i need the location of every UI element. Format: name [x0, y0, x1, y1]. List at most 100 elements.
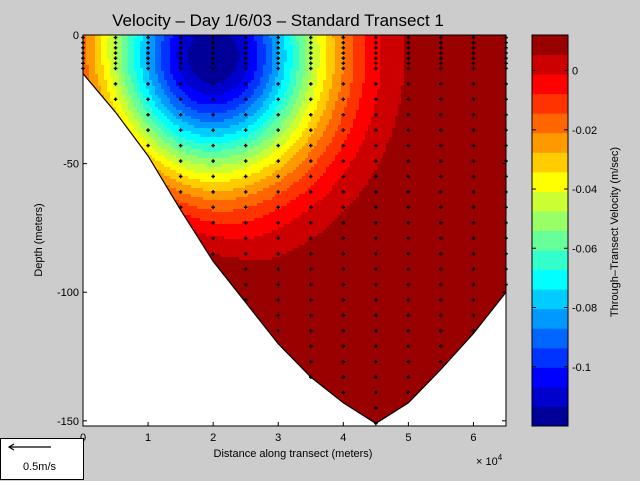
contour-cell	[248, 38, 252, 42]
contour-cell	[248, 98, 252, 102]
contour-cell	[341, 101, 345, 105]
contour-cell	[161, 116, 165, 120]
contour-cell	[467, 47, 471, 51]
contour-cell	[230, 113, 234, 117]
contour-cell	[83, 35, 87, 39]
contour-cell	[317, 92, 321, 96]
contour-cell	[296, 131, 300, 135]
contour-cell	[359, 131, 363, 135]
contour-cell	[203, 107, 207, 111]
contour-cell	[266, 80, 270, 84]
contour-cell	[314, 47, 318, 51]
contour-cell	[494, 89, 498, 93]
contour-cell	[407, 140, 411, 144]
contour-cell	[392, 80, 396, 84]
contour-cell	[224, 62, 228, 66]
contour-cell	[173, 59, 177, 63]
contour-cell	[410, 62, 414, 66]
contour-cell	[173, 113, 177, 117]
contour-cell	[386, 137, 390, 141]
contour-cell	[278, 104, 282, 108]
contour-cell	[338, 41, 342, 45]
contour-cell	[416, 107, 420, 111]
contour-cell	[167, 41, 171, 45]
contour-cell	[461, 95, 465, 99]
contour-cell	[410, 56, 414, 60]
contour-cell	[239, 50, 243, 54]
contour-cell	[194, 74, 198, 78]
contour-cell	[449, 101, 453, 105]
contour-cell	[224, 77, 228, 81]
contour-cell	[344, 104, 348, 108]
contour-cell	[431, 44, 435, 48]
contour-cell	[140, 68, 144, 72]
contour-cell	[428, 95, 432, 99]
contour-cell	[467, 41, 471, 45]
contour-cell	[200, 95, 204, 99]
contour-cell	[323, 107, 327, 111]
contour-cell	[386, 71, 390, 75]
contour-cell	[179, 71, 183, 75]
contour-cell	[488, 125, 492, 129]
contour-cell	[143, 101, 147, 105]
contour-cell	[272, 71, 276, 75]
contour-cell	[365, 137, 369, 141]
contour-cell	[461, 113, 465, 117]
contour-cell	[227, 122, 231, 126]
contour-cell	[356, 98, 360, 102]
contour-cell	[179, 122, 183, 126]
contour-cell	[332, 89, 336, 93]
contour-cell	[434, 134, 438, 138]
contour-cell	[122, 44, 126, 48]
contour-cell	[455, 119, 459, 123]
contour-cell	[263, 113, 267, 117]
contour-cell	[284, 38, 288, 42]
contour-cell	[182, 95, 186, 99]
contour-cell	[320, 98, 324, 102]
contour-cell	[164, 137, 168, 141]
contour-cell	[443, 83, 447, 87]
contour-cell	[419, 107, 423, 111]
contour-cell	[446, 92, 450, 96]
contour-cell	[437, 83, 441, 87]
contour-cell	[488, 107, 492, 111]
contour-cell	[143, 122, 147, 126]
contour-cell	[152, 53, 156, 57]
contour-cell	[248, 56, 252, 60]
contour-cell	[275, 77, 279, 81]
contour-cell	[365, 65, 369, 69]
contour-cell	[383, 83, 387, 87]
contour-cell	[281, 59, 285, 63]
contour-cell	[254, 128, 258, 132]
contour-cell	[149, 140, 153, 144]
contour-cell	[389, 92, 393, 96]
contour-cell	[140, 98, 144, 102]
contour-cell	[440, 143, 444, 147]
contour-cell	[437, 56, 441, 60]
contour-cell	[491, 80, 495, 84]
contour-cell	[308, 71, 312, 75]
contour-cell	[179, 59, 183, 63]
contour-cell	[218, 140, 222, 144]
contour-cell	[353, 104, 357, 108]
contour-cell	[119, 50, 123, 54]
contour-cell	[188, 122, 192, 126]
contour-cell	[215, 41, 219, 45]
contour-cell	[494, 35, 498, 39]
contour-cell	[230, 122, 234, 126]
contour-cell	[284, 95, 288, 99]
contour-cell	[488, 122, 492, 126]
contour-cell	[149, 68, 153, 72]
contour-cell	[236, 113, 240, 117]
contour-cell	[323, 143, 327, 147]
contour-cell	[311, 86, 315, 90]
contour-cell	[338, 101, 342, 105]
contour-cell	[347, 41, 351, 45]
contour-cell	[248, 41, 252, 45]
contour-cell	[212, 59, 216, 63]
contour-cell	[497, 83, 501, 87]
contour-cell	[446, 137, 450, 141]
contour-cell	[422, 68, 426, 72]
contour-cell	[482, 44, 486, 48]
contour-cell	[137, 74, 141, 78]
